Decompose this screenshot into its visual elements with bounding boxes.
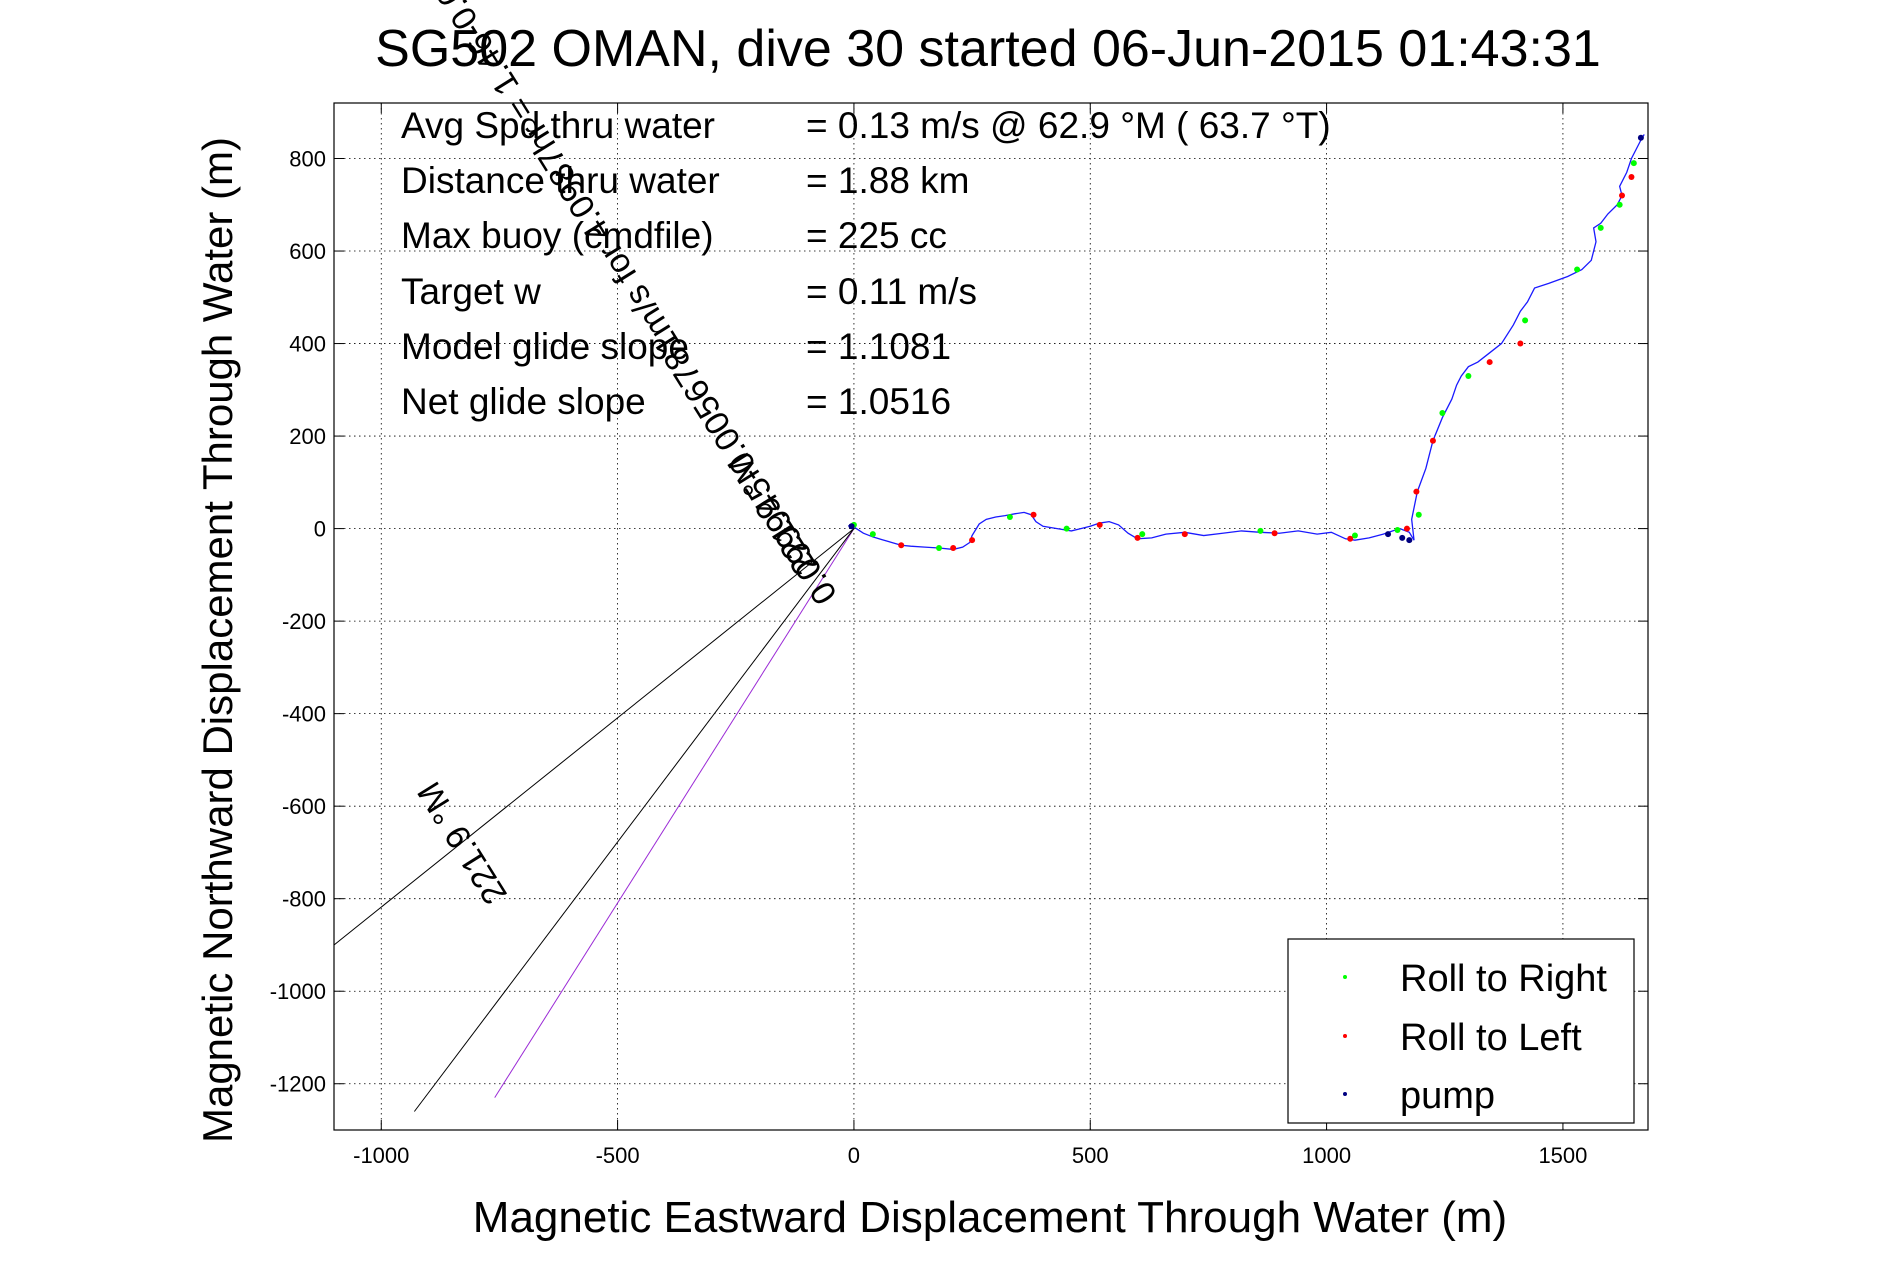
y-tick-label: 0 <box>314 517 326 542</box>
stat-label: Net glide slope <box>401 381 646 422</box>
marker-roll-to-right <box>1394 526 1401 533</box>
marker-roll-to-right <box>1465 372 1472 379</box>
legend-marker-roll-right <box>1343 975 1347 979</box>
y-tick-label: 200 <box>289 424 326 449</box>
x-axis-label: Magnetic Eastward Displacement Through W… <box>473 1193 1507 1242</box>
stat-value: = 1.0516 <box>806 381 951 422</box>
marker-pump <box>1406 537 1413 544</box>
stat-value: = 1.1081 <box>806 326 951 367</box>
marker-roll-to-left <box>969 537 976 544</box>
marker-roll-to-right <box>1630 160 1637 167</box>
marker-roll-to-right <box>1257 527 1264 534</box>
marker-pump <box>1399 534 1406 541</box>
stat-value: = 0.11 m/s <box>806 271 977 312</box>
marker-pump <box>1637 134 1644 141</box>
marker-roll-to-left <box>1271 530 1278 537</box>
marker-roll-to-left <box>898 542 905 549</box>
stat-label: Max buoy (cmdfile) <box>401 215 714 256</box>
plot-frame <box>333 102 1649 1131</box>
y-tick-label: -800 <box>282 887 326 912</box>
marker-pump <box>1385 531 1392 538</box>
current-line <box>494 528 855 1098</box>
marker-roll-to-left <box>1030 511 1037 518</box>
marker-roll-to-right <box>869 531 876 538</box>
track-line <box>847 134 1645 551</box>
legend: Roll to Right Roll to Left pump <box>1287 938 1635 1124</box>
stat-value: = 1.88 km <box>806 160 970 201</box>
marker-roll-to-left <box>1486 359 1493 366</box>
stat-label: Target w <box>401 271 541 312</box>
y-tick-label: -1200 <box>270 1072 326 1097</box>
marker-roll-to-right <box>1522 317 1529 324</box>
marker-roll-to-left <box>1413 488 1420 495</box>
x-tick-label: 0 <box>848 1143 860 1168</box>
current-line <box>334 528 855 946</box>
y-tick-label: 600 <box>289 239 326 264</box>
x-tick-label: 500 <box>1072 1143 1109 1168</box>
y-tick-label: 800 <box>289 147 326 172</box>
y-axis-ticks: -1200 -1000 -800 -600 -400 -200 0 200 400 600 800 <box>270 147 1648 1097</box>
stat-value: = 225 cc <box>806 215 947 256</box>
marker-roll-to-left <box>1517 340 1524 347</box>
legend-marker-pump <box>1343 1092 1347 1096</box>
stats-block: Avg Spd thru water = 0.13 m/s @ 62.9 °M … <box>401 105 1331 422</box>
marker-roll-to-left <box>1628 174 1635 181</box>
y-tick-label: -200 <box>282 609 326 634</box>
stat-label: Distance thru water <box>401 160 720 201</box>
x-tick-label: -1000 <box>353 1143 409 1168</box>
marker-roll-to-right <box>1139 531 1146 538</box>
marker-roll-to-left <box>1181 531 1188 538</box>
marker-roll-to-left <box>1619 192 1626 199</box>
marker-roll-to-left <box>1096 521 1103 528</box>
marker-roll-to-right <box>1415 511 1422 518</box>
chart-title: SG502 OMAN, dive 30 started 06-Jun-2015 … <box>375 20 1601 78</box>
marker-roll-to-left <box>1403 525 1410 532</box>
y-axis-label: Magnetic Northward Displacement Through … <box>194 137 241 1143</box>
x-axis-ticks: -1000 -500 0 500 1000 1500 <box>353 103 1587 1168</box>
current-lines <box>334 528 855 1112</box>
marker-roll-to-right <box>1351 532 1358 539</box>
y-tick-label: -600 <box>282 794 326 819</box>
track-markers <box>848 134 1644 552</box>
stat-label: Model glide slope <box>401 326 689 367</box>
marker-roll-to-right <box>936 545 943 552</box>
current-line <box>413 528 855 1112</box>
marker-roll-to-right <box>1597 224 1604 231</box>
x-tick-label: 1000 <box>1302 1143 1351 1168</box>
marker-roll-to-left <box>1429 437 1436 444</box>
glider-track <box>847 134 1645 551</box>
marker-pump <box>848 523 855 530</box>
legend-label-roll-right: Roll to Right <box>1400 958 1607 1000</box>
stat-label: Avg Spd thru water <box>401 105 715 146</box>
marker-roll-to-right <box>1616 201 1623 208</box>
y-tick-label: -1000 <box>270 979 326 1004</box>
legend-label-pump: pump <box>1400 1075 1495 1117</box>
marker-roll-to-right <box>1063 525 1070 532</box>
legend-label-roll-left: Roll to Left <box>1400 1017 1582 1059</box>
marker-roll-to-right <box>1439 409 1446 416</box>
legend-marker-roll-left <box>1343 1034 1347 1038</box>
y-tick-label: 400 <box>289 332 326 357</box>
marker-roll-to-right <box>1006 514 1013 521</box>
marker-roll-to-right <box>1574 266 1581 273</box>
y-tick-label: -400 <box>282 702 326 727</box>
marker-roll-to-left <box>1347 535 1354 542</box>
marker-roll-to-left <box>1134 534 1141 541</box>
x-tick-label: 1500 <box>1538 1143 1587 1168</box>
stat-value: = 0.13 m/s @ 62.9 °M ( 63.7 °T) <box>806 105 1331 146</box>
x-tick-label: -500 <box>596 1143 640 1168</box>
marker-roll-to-left <box>950 545 957 552</box>
